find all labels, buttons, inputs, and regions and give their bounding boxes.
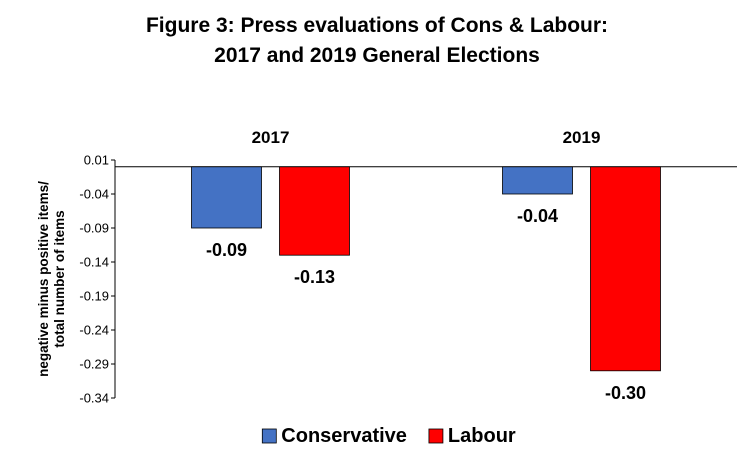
legend: Conservative Labour [261,425,516,447]
data-label: -0.13 [294,267,335,287]
legend-swatch [261,428,277,444]
category-label: 2019 [563,128,601,147]
y-tick-label: -0.34 [79,391,109,406]
y-tick-label: -0.04 [79,187,109,202]
y-tick-label: 0.01 [84,153,109,168]
category-label: 2017 [252,128,290,147]
y-axis-title: negative minus positive items/total numb… [36,181,67,377]
data-label: -0.30 [605,383,646,403]
y-axis: 0.01 -0.04 -0.09 -0.14 -0.19 -0.24 -0.29 -0.34 [79,153,115,406]
bar-conservative-2017 [191,166,262,229]
legend-label: Conservative [281,425,407,447]
bar-conservative-2019 [502,166,573,195]
bar-labour-2017 [279,166,350,256]
y-tick-label: -0.24 [79,323,109,338]
legend-swatch [428,428,444,444]
chart-subtitle: 2017 and 2019 General Elections [214,44,540,67]
legend-item-labour: Labour [428,425,516,447]
data-label: -0.04 [517,206,558,226]
y-tick-label: -0.14 [79,255,109,270]
data-label: -0.09 [206,240,247,260]
y-tick-label: -0.09 [79,221,109,236]
legend-item-conservative: Conservative [261,425,407,447]
bar-labour-2019 [590,166,661,372]
category-labels: 2017 2019 [252,128,601,147]
y-tick-label: -0.29 [79,357,109,372]
data-labels: -0.09 -0.13 -0.04 -0.30 [206,206,646,403]
bars [191,166,661,372]
y-tick-label: -0.19 [79,289,109,304]
chart-title: Figure 3: Press evaluations of Cons & La… [146,14,608,37]
legend-label: Labour [448,425,516,447]
